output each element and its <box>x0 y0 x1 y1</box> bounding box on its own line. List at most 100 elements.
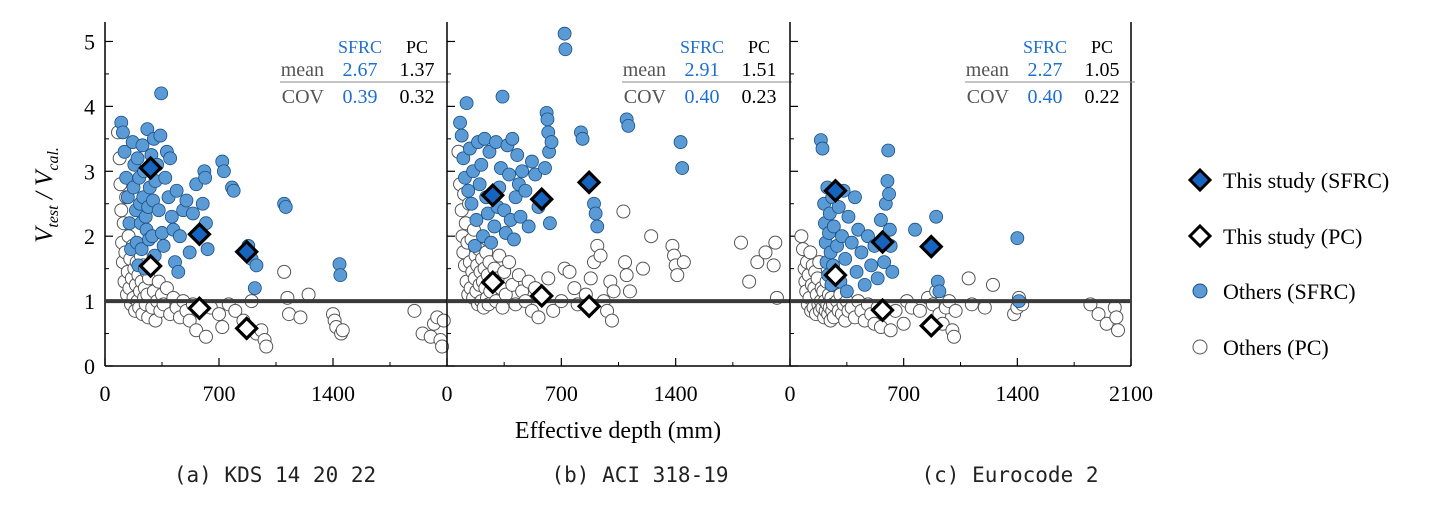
point-others-pc <box>676 255 691 270</box>
point-others-sfrc <box>558 42 573 57</box>
point-others-sfrc <box>861 229 875 244</box>
point-others-sfrc <box>480 206 495 221</box>
point-others-pc <box>606 284 621 299</box>
point-others-pc <box>259 339 274 354</box>
point-others-sfrc <box>880 174 895 188</box>
y-tick-label: 5 <box>84 29 95 54</box>
point-others-sfrc <box>278 200 293 214</box>
point-others-sfrc <box>815 141 830 156</box>
point-others-pc <box>335 323 350 338</box>
point-others-sfrc <box>151 203 166 218</box>
point-others-sfrc <box>675 161 690 175</box>
point-others-sfrc <box>507 232 521 247</box>
point-others-sfrc <box>854 245 869 260</box>
point-others-sfrc <box>130 151 145 166</box>
point-others-sfrc <box>874 213 888 227</box>
point-others-pc <box>502 255 517 270</box>
point-others-sfrc <box>908 222 922 237</box>
point-others-pc <box>622 284 637 299</box>
stats-header-pc: PC <box>1091 37 1113 57</box>
point-others-sfrc <box>226 183 241 198</box>
point-others-pc <box>758 245 773 260</box>
point-others-pc <box>159 281 174 296</box>
x-tick-label: 700 <box>887 381 920 406</box>
point-others-sfrc <box>505 131 520 146</box>
point-others-sfrc <box>179 193 194 208</box>
y-axis-label-sub-cal: cal. <box>45 147 62 171</box>
point-others-sfrc <box>117 144 132 159</box>
point-others-sfrc <box>484 235 499 250</box>
point-others-pc <box>212 307 226 322</box>
point-others-pc <box>546 303 561 318</box>
point-others-sfrc <box>474 157 489 172</box>
point-others-sfrc <box>513 209 528 224</box>
point-others-sfrc <box>826 219 841 234</box>
point-study-sfrc <box>823 178 848 204</box>
point-others-pc <box>189 323 204 338</box>
point-others-pc <box>1109 310 1124 325</box>
caption-c: (c) Eurocode 2 <box>921 463 1099 487</box>
point-others-sfrc <box>932 284 947 299</box>
stats-header-sfrc: SFRC <box>338 37 382 57</box>
y-tick-label: 4 <box>84 94 95 119</box>
stats-row-cov: COV <box>624 86 667 108</box>
stats-header-sfrc: SFRC <box>1023 37 1067 57</box>
y-axis-label-sub-test: test <box>45 205 62 228</box>
y-axis-label-main: V <box>31 225 58 243</box>
point-others-sfrc <box>154 86 169 101</box>
point-others-pc <box>182 313 197 328</box>
point-others-pc <box>742 274 757 289</box>
point-others-pc <box>198 329 213 344</box>
point-others-pc <box>912 303 927 318</box>
legend-label-others-sfrc: Others (SFRC) <box>1223 279 1356 304</box>
point-others-sfrc <box>153 128 168 143</box>
point-others-pc <box>985 277 1000 292</box>
point-others-pc <box>436 313 451 328</box>
point-study-pc <box>870 297 895 323</box>
y-axis-label: Vtest / Vcal. <box>31 147 62 243</box>
point-others-pc <box>511 268 526 283</box>
point-others-sfrc <box>515 164 530 179</box>
point-others-pc <box>961 271 976 286</box>
legend-marker-study-sfrc <box>1187 167 1213 193</box>
stats-mean-pc: 1.51 <box>742 59 777 81</box>
stats-row-mean: mean <box>281 59 324 81</box>
point-others-sfrc <box>929 209 944 224</box>
point-others-pc <box>567 281 582 296</box>
point-study-pc <box>529 283 554 309</box>
point-others-sfrc <box>510 148 525 162</box>
point-study-pc <box>576 294 602 319</box>
point-others-sfrc <box>502 167 516 182</box>
point-others-sfrc <box>135 138 150 153</box>
point-study-sfrc <box>480 183 505 208</box>
point-others-pc <box>896 316 911 331</box>
point-others-sfrc <box>469 213 484 227</box>
point-others-pc <box>750 255 765 270</box>
point-others-pc <box>1111 323 1126 338</box>
point-study-pc <box>480 270 505 295</box>
point-others-sfrc <box>538 161 552 175</box>
point-others-sfrc <box>477 131 492 146</box>
point-others-sfrc <box>1010 231 1025 246</box>
point-others-sfrc <box>831 200 846 214</box>
point-study-sfrc <box>870 229 895 255</box>
y-tick-label: 0 <box>84 354 95 379</box>
point-others-sfrc <box>164 209 179 224</box>
point-others-pc <box>293 310 308 325</box>
point-others-sfrc <box>838 252 853 266</box>
point-others-pc <box>277 264 292 279</box>
point-others-pc <box>794 229 809 244</box>
point-others-pc <box>618 255 633 270</box>
point-others-sfrc <box>198 170 213 185</box>
x-tick-label: 0 <box>442 381 453 406</box>
point-others-sfrc <box>849 264 864 279</box>
point-others-sfrc <box>575 131 590 146</box>
point-study-pc <box>234 316 259 341</box>
point-others-sfrc <box>461 183 476 198</box>
point-others-sfrc <box>848 190 862 205</box>
y-axis-label-slash: / <box>31 186 58 205</box>
point-others-sfrc <box>454 128 469 143</box>
point-others-sfrc <box>588 206 603 221</box>
point-others-sfrc <box>885 264 900 279</box>
point-others-sfrc <box>621 118 636 133</box>
